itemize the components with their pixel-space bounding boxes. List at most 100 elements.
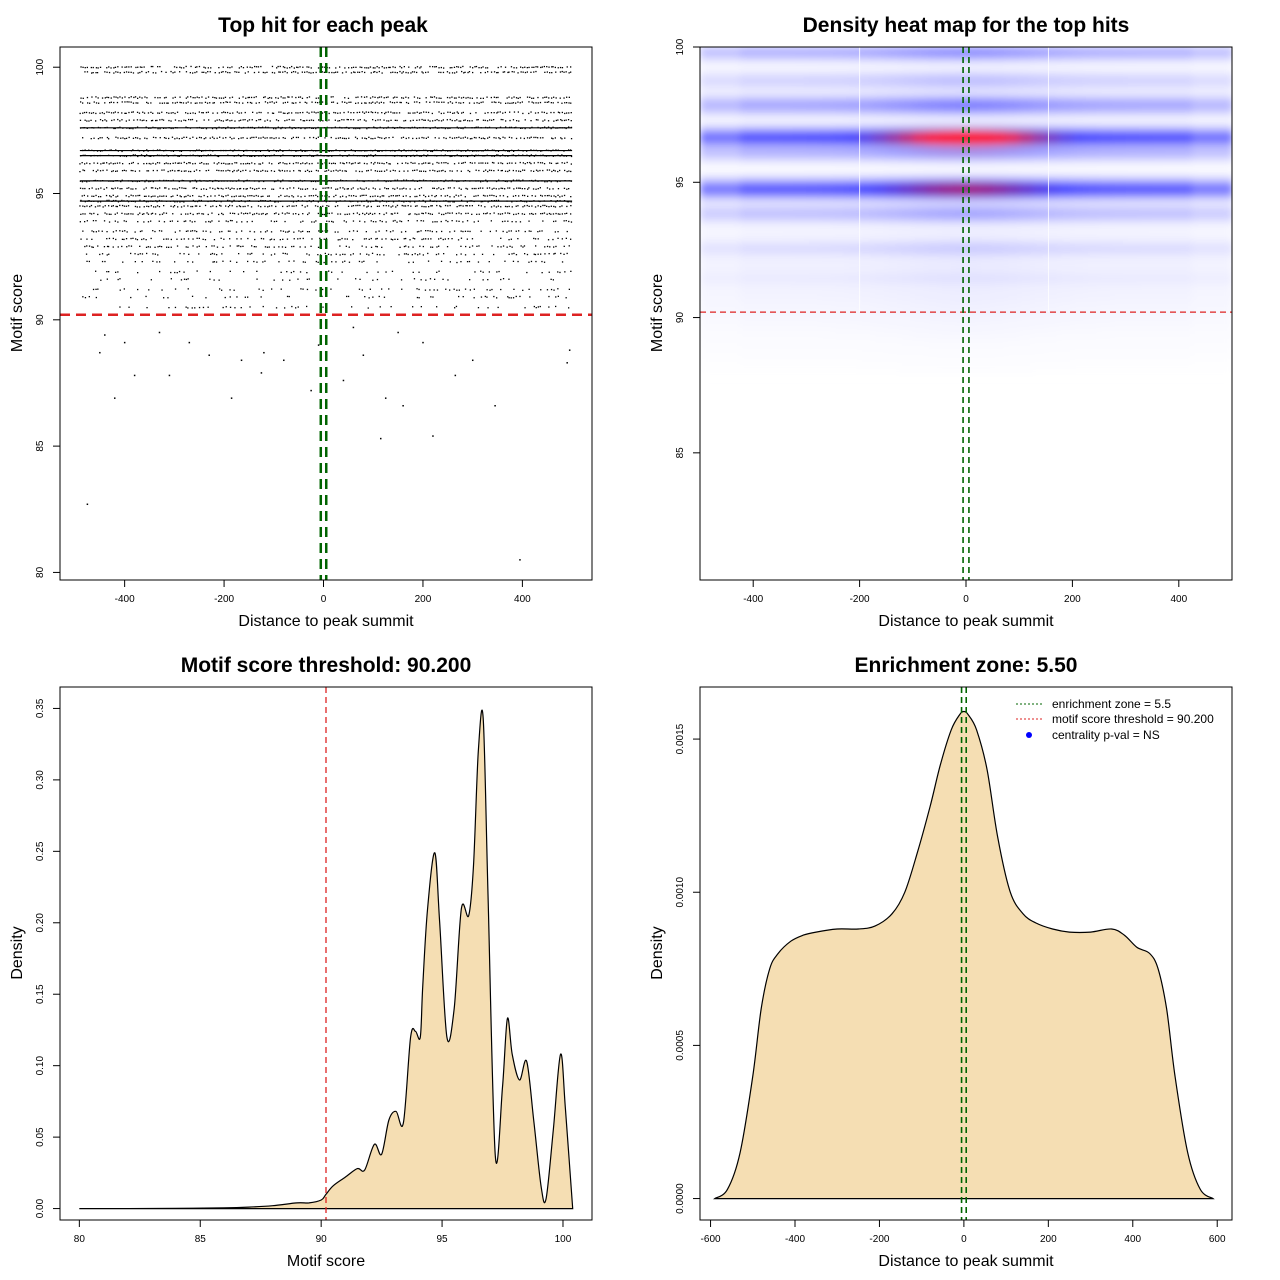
scatter-point — [223, 111, 225, 113]
scatter-point — [447, 127, 449, 130]
scatter-point — [438, 187, 440, 189]
scatter-point — [469, 138, 472, 140]
scatter-point — [446, 194, 449, 197]
scatter-point — [203, 71, 205, 73]
scatter-point — [159, 245, 161, 247]
scatter-point — [555, 212, 557, 215]
scatter-point — [438, 111, 440, 113]
scatter-point — [517, 205, 519, 207]
heatmap-cell — [1152, 110, 1167, 114]
heatmap-cell — [819, 56, 834, 60]
scatter-point — [557, 119, 559, 121]
scatter-point — [500, 66, 502, 68]
scatter-point — [388, 163, 390, 165]
scatter-point — [229, 289, 231, 291]
scatter-point — [374, 102, 376, 104]
heatmap-cell — [1032, 110, 1047, 114]
scatter-point — [224, 111, 226, 114]
scatter-point — [117, 187, 119, 189]
scatter-point — [357, 71, 359, 73]
scatter-point — [456, 71, 458, 73]
scatter-point — [241, 221, 243, 223]
heatmap-cell — [739, 92, 755, 96]
scatter-point — [185, 102, 187, 104]
scatter-point — [247, 296, 249, 298]
scatter-point — [414, 112, 416, 114]
scatter-point — [350, 188, 353, 190]
scatter-point — [130, 101, 132, 103]
scatter-point — [343, 119, 345, 121]
scatter-point — [273, 127, 275, 130]
scatter-point — [317, 195, 319, 198]
scatter-point — [530, 120, 532, 122]
scatter-point — [117, 118, 119, 121]
scatter-point — [124, 101, 126, 103]
heatmap-cell — [912, 83, 928, 87]
scatter-point — [176, 188, 178, 190]
scatter-point — [423, 111, 425, 113]
heatmap-cell — [819, 47, 834, 51]
scatter-point — [111, 119, 113, 122]
scatter-point — [106, 162, 108, 164]
heatmap-cell — [1072, 62, 1087, 66]
scatter-point — [442, 238, 444, 241]
scatter-point — [146, 170, 148, 172]
heatmap-cell — [992, 65, 1007, 69]
scatter-point — [185, 306, 187, 308]
scatter-point — [407, 72, 409, 74]
heatmap-cell — [979, 53, 994, 57]
scatter-point — [128, 111, 130, 114]
scatter-point — [392, 97, 395, 99]
scatter-point — [252, 111, 254, 113]
scatter-point — [202, 238, 204, 240]
heatmap-cell — [833, 98, 848, 102]
scatter-point — [422, 341, 424, 344]
scatter-point — [82, 296, 84, 298]
heatmap-cell — [819, 98, 834, 102]
scatter-point — [322, 187, 324, 189]
heatmap-cell — [1085, 119, 1100, 123]
scatter-point — [464, 161, 466, 164]
scatter-point — [308, 170, 310, 173]
heatmap-cell — [859, 65, 874, 69]
scatter-point — [189, 112, 192, 114]
heatmap-cell — [1085, 83, 1100, 87]
heatmap-cell — [979, 113, 994, 117]
heatmap-cell — [966, 68, 981, 72]
scatter-point — [255, 66, 258, 68]
scatter-point — [471, 245, 474, 247]
scatter-point — [378, 213, 381, 215]
scatter-point — [102, 120, 104, 122]
scatter-point — [390, 238, 392, 240]
heatmap-cell — [886, 104, 901, 108]
scatter-point — [405, 245, 407, 247]
scatter-point — [394, 96, 396, 98]
scatter-point — [560, 137, 562, 139]
scatter-point — [552, 102, 554, 104]
scatter-point — [506, 246, 508, 248]
scatter-point — [518, 179, 520, 181]
heatmap-cell — [1019, 59, 1034, 63]
scatter-point — [513, 71, 515, 73]
heatmap-cell — [1045, 101, 1061, 105]
scatter-point — [446, 96, 449, 99]
heatmap-cell — [739, 128, 755, 132]
scatter-point — [489, 213, 491, 215]
heatmap-cell — [713, 59, 728, 63]
heatmap-cell — [1218, 92, 1232, 96]
scatter-point — [196, 102, 198, 104]
scatter-point — [221, 195, 223, 197]
scatter-point — [368, 254, 370, 256]
scatter-point — [103, 112, 105, 115]
scatter-point — [110, 112, 113, 114]
scatter-point — [293, 270, 295, 273]
scatter-point — [429, 162, 431, 164]
scatter-point — [331, 212, 333, 214]
scatter-point — [341, 137, 344, 139]
scatter-point — [493, 205, 495, 207]
scatter-point — [421, 136, 423, 139]
scatter-point — [222, 306, 224, 309]
scatter-point — [275, 220, 278, 222]
scatter-point — [397, 162, 399, 165]
heatmap-cell — [1192, 65, 1207, 69]
